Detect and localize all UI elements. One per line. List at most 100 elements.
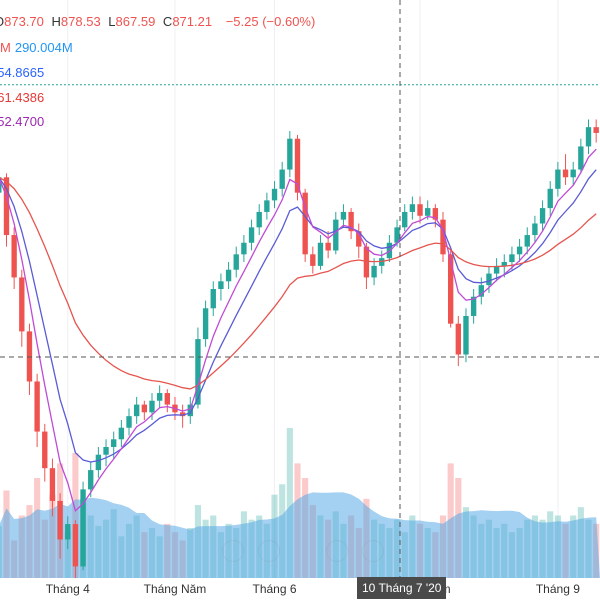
- candle-body: [88, 470, 94, 490]
- ohlc-open-label: O: [0, 14, 4, 29]
- ma3-legend: 852.4700: [0, 114, 48, 129]
- candle-body: [26, 331, 33, 382]
- candle-body: [348, 211, 354, 232]
- candle-body: [179, 412, 186, 417]
- candle-body: [371, 265, 377, 278]
- candle-body: [509, 254, 515, 263]
- candle-body: [42, 431, 48, 469]
- candle-body: [3, 177, 10, 236]
- candle-body: [141, 404, 148, 413]
- candle-body: [493, 265, 500, 274]
- candle-body: [578, 146, 584, 170]
- candle-body: [256, 211, 262, 228]
- candle-body: [95, 454, 102, 471]
- candle-body: [532, 223, 538, 236]
- candle-body: [287, 138, 293, 170]
- candle-body: [409, 204, 416, 212]
- candle-body: [547, 188, 553, 209]
- candle-body: [133, 404, 140, 417]
- ohlc-close: 871.21: [172, 14, 213, 29]
- candle-body: [210, 289, 216, 309]
- x-tick-label: Tháng 9: [536, 582, 580, 596]
- candle-body: [19, 277, 25, 332]
- ohlc-legend: O873.70 H878.53 L867.59 C871.21 −5.25 (−…: [0, 14, 319, 29]
- candle-body: [478, 285, 484, 297]
- crosshair-date-label: 10 Tháng 7 '20: [357, 577, 447, 599]
- candle-body: [156, 393, 163, 401]
- candle-body: [486, 273, 492, 286]
- volume-bar: [286, 428, 293, 578]
- candle-body: [65, 524, 71, 540]
- ohlc-open: 873.70: [4, 14, 44, 29]
- volume-area: [0, 492, 600, 578]
- candle-body: [248, 227, 255, 243]
- candle-body: [524, 235, 530, 247]
- candle-body: [118, 427, 125, 440]
- volume-label: M: [0, 40, 11, 55]
- candle-body: [470, 296, 477, 316]
- x-tick-label: Tháng 4: [46, 582, 90, 596]
- candle-body: [417, 204, 423, 216]
- candle-body: [425, 208, 431, 216]
- candle-body: [202, 308, 209, 340]
- candle-body: [103, 446, 109, 455]
- candle-body: [111, 439, 117, 447]
- candle-body: [570, 169, 576, 178]
- candle-body: [333, 219, 339, 251]
- candle-body: [271, 188, 278, 201]
- candle-body: [195, 339, 201, 405]
- candle-body: [49, 468, 56, 501]
- candle-body: [340, 211, 347, 220]
- candle-body: [302, 192, 308, 255]
- candle-body: [294, 138, 301, 193]
- candle-body: [57, 500, 63, 540]
- candle-body: [447, 254, 454, 324]
- candle-body: [164, 393, 170, 405]
- candle-body: [394, 227, 400, 243]
- candle-body: [539, 208, 546, 224]
- watermark-circle-1: [222, 540, 244, 562]
- candle-body: [187, 404, 193, 417]
- ma2-line: [0, 177, 597, 390]
- watermark-circle-3: [326, 540, 348, 562]
- ohlc-close-label: C: [162, 14, 173, 29]
- ma1-line: [0, 169, 597, 463]
- candle-body: [126, 416, 132, 428]
- ma1-value: 854.8665: [0, 65, 45, 80]
- candle-body: [279, 169, 285, 189]
- ma1-legend: 854.8665: [0, 65, 48, 80]
- candle-body: [80, 489, 86, 567]
- candle-body: [593, 127, 599, 133]
- candle-body: [317, 242, 324, 266]
- ohlc-high: 878.53: [60, 14, 101, 29]
- candle-body: [233, 254, 239, 270]
- candle-body: [463, 315, 469, 355]
- volume-value: 290.004M: [14, 40, 73, 55]
- ma3-value: 852.4700: [0, 114, 45, 129]
- candle-body: [11, 235, 17, 278]
- candle-body: [310, 254, 316, 266]
- candle-body: [72, 524, 79, 567]
- candle-body: [432, 208, 439, 220]
- volume-legend: M 290.004M: [0, 40, 77, 55]
- watermark-circle-4: [362, 540, 384, 562]
- candle-body: [356, 231, 362, 247]
- ohlc-high-label: H: [51, 14, 61, 29]
- candle-body: [0, 177, 2, 193]
- ma2-value: 861.4386: [0, 90, 45, 105]
- candle-body: [225, 269, 232, 282]
- x-tick-label: Tháng Năm: [144, 582, 207, 596]
- candle-body: [455, 323, 462, 355]
- candle-body: [562, 169, 569, 178]
- candle-body: [363, 246, 370, 278]
- ohlc-change: −5.25 (−0.60%): [225, 14, 316, 29]
- candle-body: [241, 242, 247, 255]
- x-tick-label: Tháng 6: [253, 582, 297, 596]
- candle-body: [264, 200, 270, 212]
- ohlc-low: 867.59: [115, 14, 156, 29]
- watermark-circle-2: [258, 540, 280, 562]
- ohlc-low-label: L: [108, 14, 116, 29]
- candle-body: [325, 242, 331, 251]
